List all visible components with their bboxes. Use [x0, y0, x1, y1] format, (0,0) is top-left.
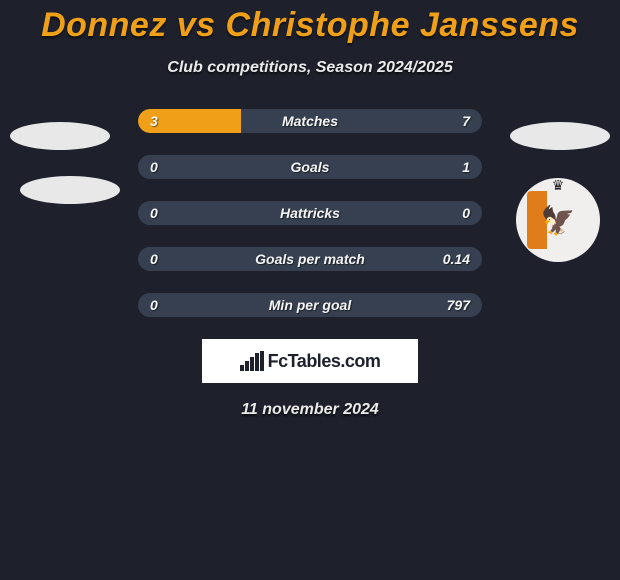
- stat-right-value: 0.14: [422, 251, 482, 267]
- stat-label: Hattricks: [198, 205, 422, 221]
- page-title: Donnez vs Christophe Janssens: [0, 0, 620, 45]
- eagle-icon: 🦅: [541, 204, 576, 237]
- stat-row: 0Hattricks0: [138, 201, 482, 225]
- player2-club-badge: ♛ 🦅: [516, 178, 600, 262]
- stat-right-value: 0: [422, 205, 482, 221]
- stat-right-value: 7: [422, 113, 482, 129]
- subtitle: Club competitions, Season 2024/2025: [0, 59, 620, 77]
- stat-left-value: 0: [138, 205, 198, 221]
- stat-left-value: 0: [138, 159, 198, 175]
- player1-avatar-placeholder: [10, 122, 110, 150]
- stat-label: Matches: [198, 113, 422, 129]
- stat-right-value: 1: [422, 159, 482, 175]
- stat-right-value: 797: [422, 297, 482, 313]
- stat-row: 0Min per goal797: [138, 293, 482, 317]
- stat-left-value: 0: [138, 297, 198, 313]
- player2-avatar-placeholder: [510, 122, 610, 150]
- stat-row: 0Goals1: [138, 155, 482, 179]
- date-label: 11 november 2024: [0, 401, 620, 419]
- stat-row: 3Matches7: [138, 109, 482, 133]
- stat-row: 0Goals per match0.14: [138, 247, 482, 271]
- stat-label: Min per goal: [198, 297, 422, 313]
- brand-label: FcTables.com: [268, 351, 381, 372]
- stat-label: Goals: [198, 159, 422, 175]
- player1-club-placeholder: [20, 176, 120, 204]
- stat-label: Goals per match: [198, 251, 422, 267]
- crown-icon: ♛: [552, 178, 565, 194]
- stats-container: 3Matches70Goals10Hattricks00Goals per ma…: [138, 109, 482, 317]
- brand-chart-icon: [240, 351, 264, 371]
- stat-left-value: 3: [138, 113, 198, 129]
- brand-box[interactable]: FcTables.com: [202, 339, 418, 383]
- stat-left-value: 0: [138, 251, 198, 267]
